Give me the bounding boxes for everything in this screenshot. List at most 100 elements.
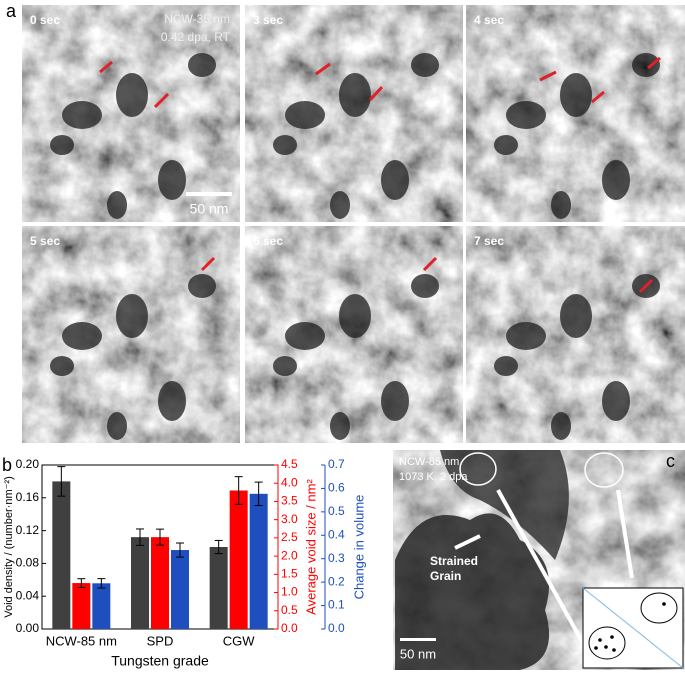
white-arrow — [616, 489, 634, 579]
red-arrow — [638, 278, 654, 294]
dark-grain — [285, 322, 325, 350]
bar — [151, 537, 169, 629]
dark-grain — [116, 73, 148, 117]
dark-grain — [50, 356, 74, 376]
dark-grain — [381, 160, 409, 200]
frame-time: 7 sec — [474, 234, 504, 248]
dark-grain — [632, 53, 660, 77]
condition-label: 1073 K, 2 dpa — [399, 471, 468, 483]
y-axis-title: Void density / (number·nm⁻²) — [3, 476, 15, 618]
condition-label: 0.42 dpa, RT — [161, 30, 231, 44]
y-tick-label: 0.12 — [16, 523, 40, 537]
y2-tick-label: 4.0 — [281, 475, 298, 489]
scale-bar-label: 50 nm — [400, 646, 436, 661]
y2-axis-title: Average void size / nm² — [303, 479, 318, 615]
red-arrow — [368, 85, 384, 102]
inset-void — [610, 635, 614, 639]
dark-grain — [62, 322, 102, 350]
strained-grain — [395, 513, 550, 670]
dark-grain — [602, 381, 630, 421]
dark-grain — [339, 294, 371, 338]
y-tick-label: 0.00 — [16, 621, 40, 635]
dark-grain — [330, 191, 350, 219]
annotation: Grain — [430, 569, 461, 583]
annotation: Strained — [430, 554, 478, 568]
frame-time: 6 sec — [253, 234, 283, 248]
frame-time: 3 sec — [253, 13, 283, 27]
sample-label: NCW-85 nm — [399, 456, 459, 468]
white-arrow — [496, 489, 586, 646]
dark-grain — [494, 356, 518, 376]
panel-label: b — [2, 455, 12, 475]
bar — [92, 583, 111, 629]
red-arrow — [200, 256, 216, 272]
dark-grain — [188, 274, 216, 298]
dark-grain — [560, 73, 592, 117]
bar — [171, 550, 189, 629]
y3-tick-label: 0.7 — [328, 457, 345, 471]
dark-grain — [381, 381, 409, 421]
red-arrow — [647, 56, 661, 70]
frame-time: 5 sec — [30, 234, 60, 248]
dark-grain — [62, 101, 102, 129]
y2-tick-label: 2.0 — [281, 548, 298, 562]
y2-tick-label: 3.0 — [281, 512, 298, 526]
white-arrow — [454, 534, 481, 550]
y3-axis-title: Change in volume — [351, 495, 366, 600]
y2-tick-label: 2.5 — [281, 530, 298, 544]
y2-tick-label: 4.5 — [281, 457, 298, 471]
y2-tick-label: 3.5 — [281, 494, 298, 508]
dark-grain — [273, 356, 297, 376]
highlight-circle — [459, 452, 497, 486]
y-tick-label: 0.16 — [16, 490, 40, 504]
dark-grain — [494, 135, 518, 155]
y2-tick-label: 1.5 — [281, 567, 298, 581]
dark-grain — [116, 294, 148, 338]
y-tick-label: 0.20 — [16, 457, 40, 471]
y3-tick-label: 0.2 — [328, 574, 345, 588]
dark-grain — [506, 101, 546, 129]
dark-grain — [411, 53, 439, 77]
panel-label: a — [6, 1, 17, 21]
y2-tick-label: 0.5 — [281, 603, 298, 617]
bar — [72, 583, 91, 629]
scale-bar-label: 50 nm — [190, 201, 229, 217]
red-arrow — [315, 62, 331, 76]
y3-tick-label: 0.4 — [328, 527, 345, 541]
bar — [249, 493, 268, 629]
bar — [209, 547, 228, 629]
dark-grain — [188, 53, 216, 77]
y3-tick-label: 0.6 — [328, 481, 345, 495]
dark-grain — [551, 412, 571, 440]
y3-tick-label: 0.3 — [328, 551, 345, 565]
y-tick-label: 0.04 — [16, 588, 40, 602]
highlight-circle — [584, 452, 624, 488]
x-tick-label: SPD — [147, 633, 174, 648]
x-tick-label: NCW-85 nm — [46, 633, 117, 648]
dark-grain — [158, 160, 186, 200]
inset-circle — [588, 626, 626, 660]
frame-time: 0 sec — [30, 13, 60, 27]
inset-void — [604, 645, 608, 649]
dark-grain — [551, 191, 571, 219]
dark-grain — [285, 101, 325, 129]
x-tick-label: CGW — [223, 633, 256, 648]
y-tick-label: 0.08 — [16, 556, 40, 570]
inset-divider — [582, 587, 684, 669]
inset-void — [594, 646, 598, 650]
frame-time: 4 sec — [474, 13, 504, 27]
inset-circle — [640, 592, 678, 624]
dark-grain — [107, 191, 127, 219]
bar — [52, 481, 71, 629]
red-arrow — [153, 92, 170, 109]
inset-void — [612, 648, 616, 652]
y2-tick-label: 1.0 — [281, 585, 298, 599]
sample-label: NCW-35 nm — [164, 12, 230, 26]
red-arrow — [99, 60, 113, 74]
bar — [131, 537, 149, 629]
y3-tick-label: 0.5 — [328, 504, 345, 518]
inset-void — [598, 638, 602, 642]
dark-grain — [560, 294, 592, 338]
dark-grain — [411, 274, 439, 298]
